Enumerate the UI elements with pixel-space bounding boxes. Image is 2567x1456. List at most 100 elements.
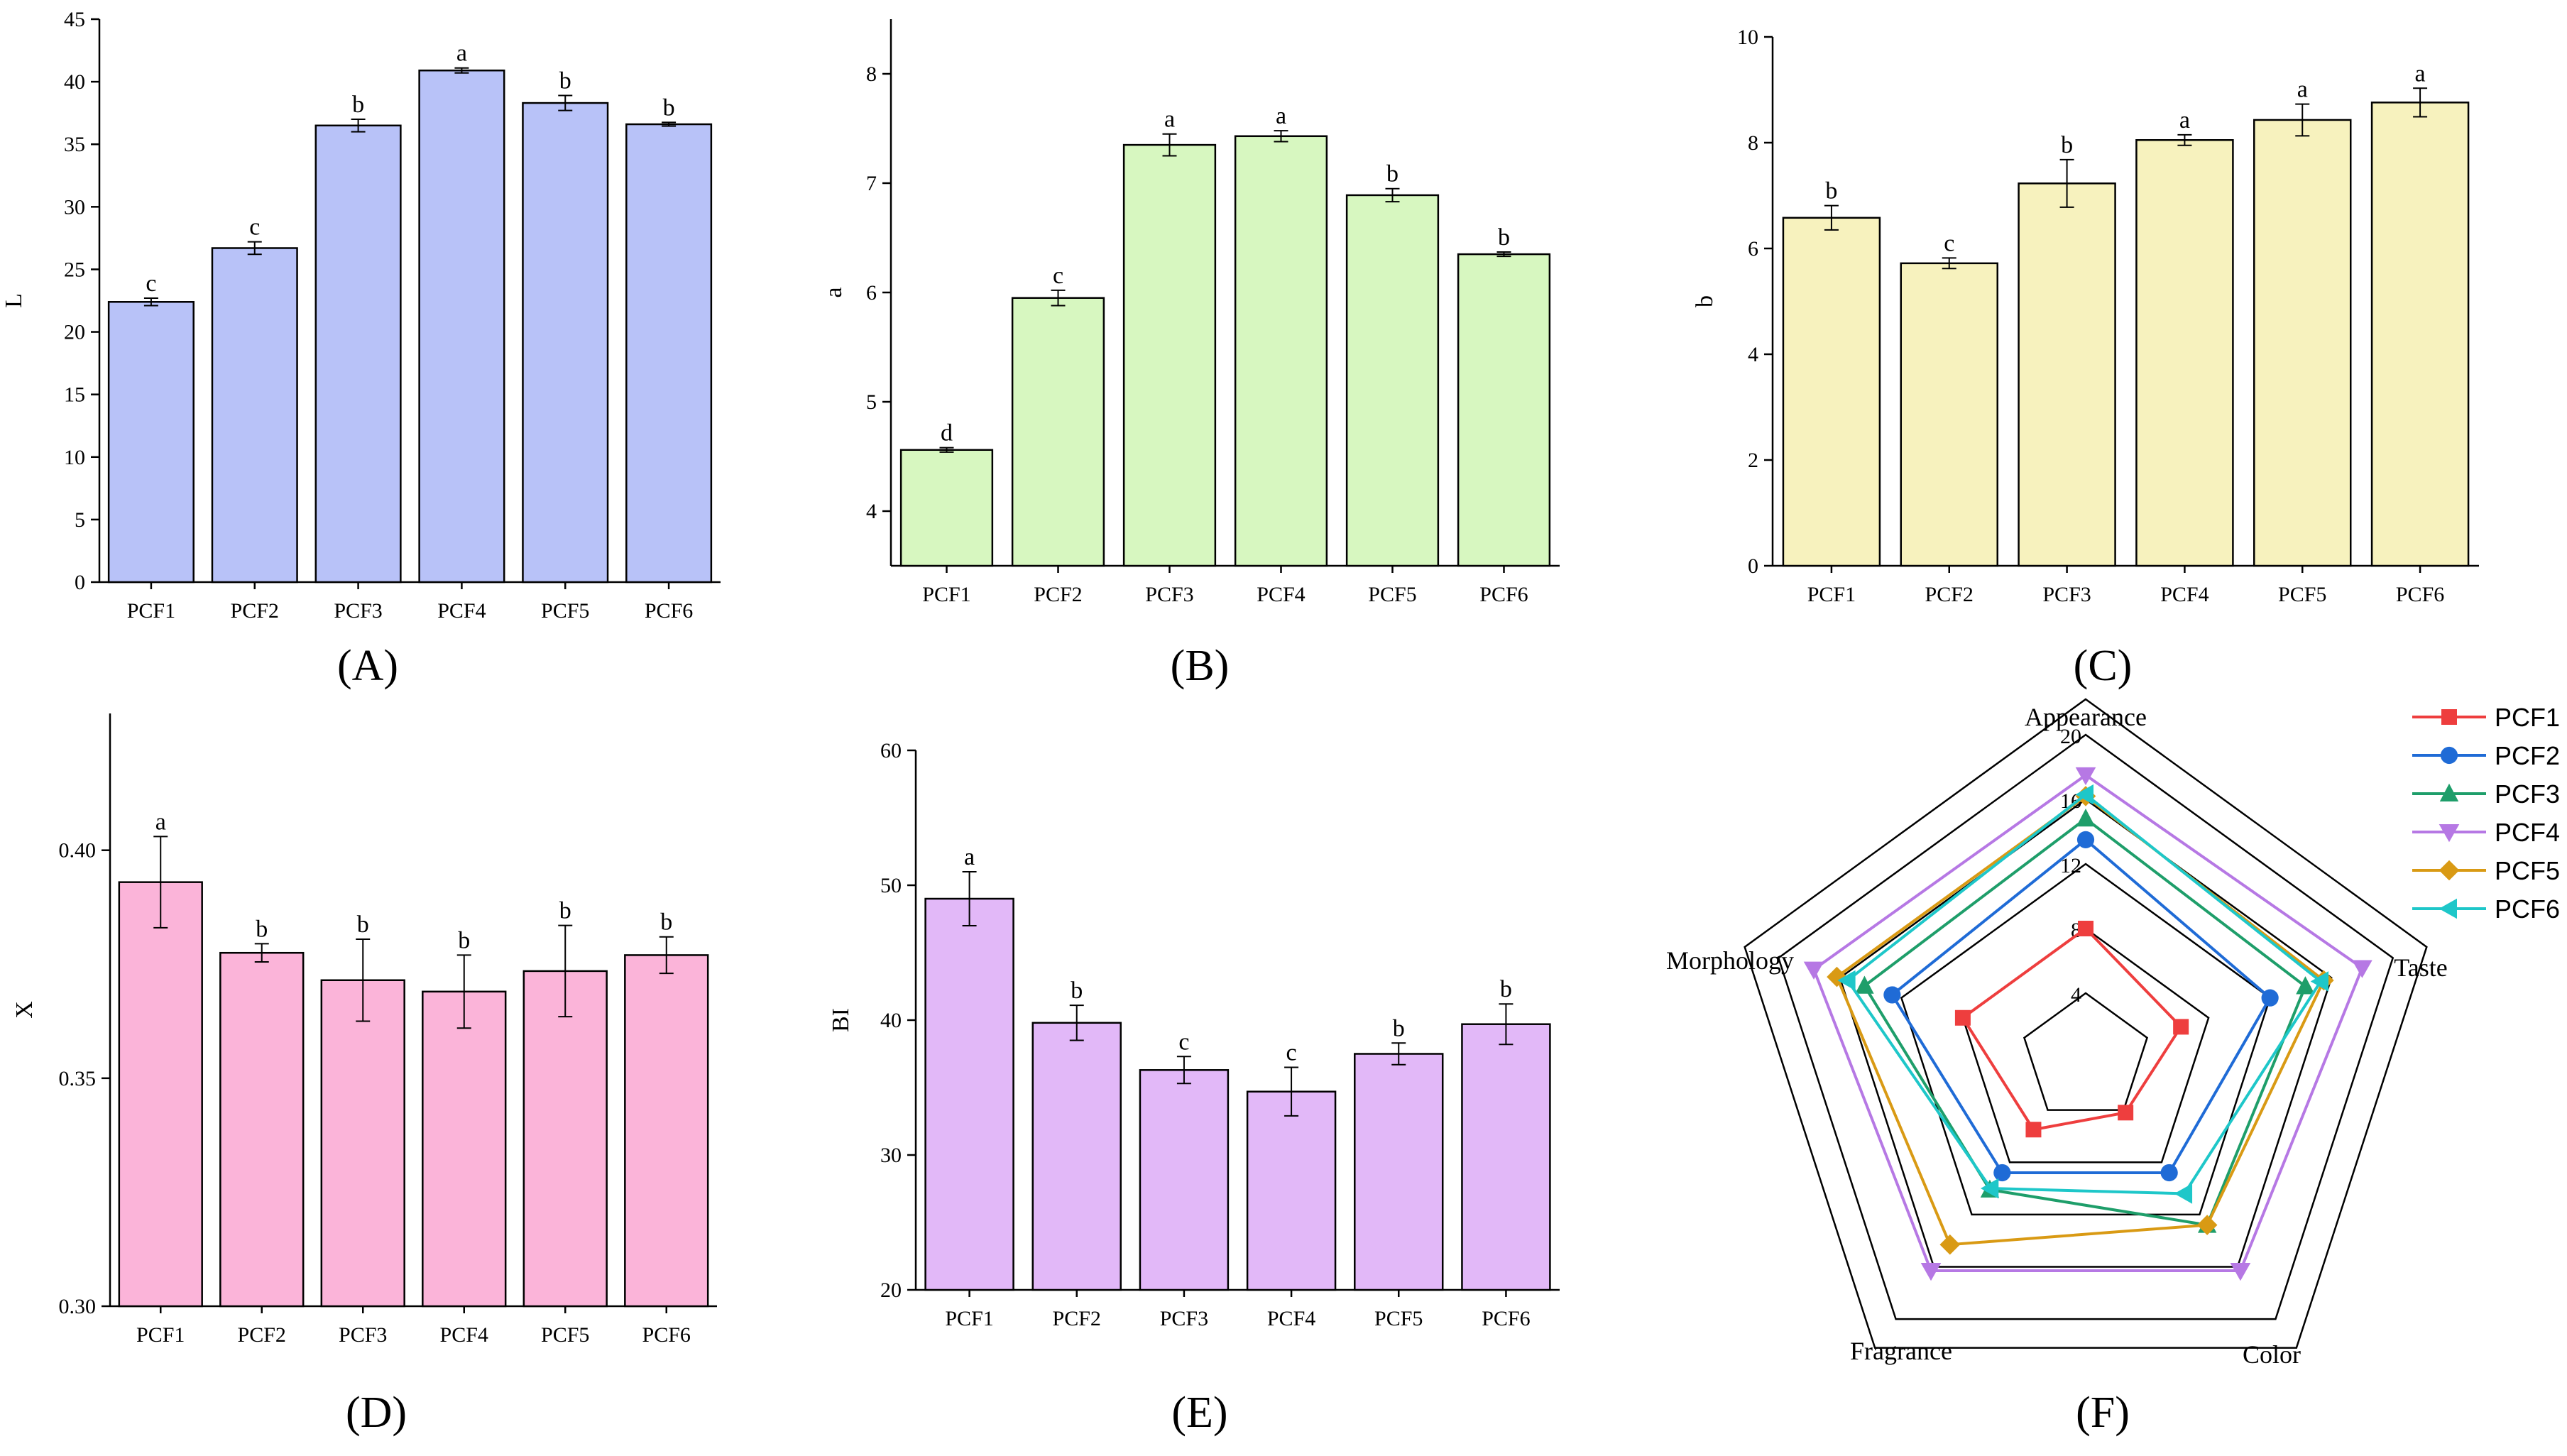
marker-triangle-up: [2076, 809, 2096, 827]
y-tick-label: 8: [866, 62, 877, 86]
legend-label: PCF5: [2495, 856, 2560, 885]
radar-ring: [1839, 798, 2333, 1268]
panel-label: (C): [2074, 642, 2133, 690]
bar: [924, 897, 1014, 1291]
panel-a: 0 5 10 15 20 25 30 35 40 45 Lc PCF1 c PCF2 b PCF3 a PCF4 b…: [1, 8, 721, 690]
bar: [1457, 253, 1551, 567]
x-tick-label: PCF3: [1160, 1307, 1208, 1330]
significance-label: b: [357, 912, 369, 938]
y-tick-label: 8: [1748, 131, 1758, 155]
marker-square: [1954, 1009, 1971, 1026]
marker-triangle-left: [2174, 1183, 2193, 1204]
legend-label: PCF4: [2495, 818, 2560, 847]
radar-series-line: [1835, 794, 2326, 1247]
y-tick-label: 50: [880, 874, 902, 897]
y-tick-label: 5: [75, 508, 85, 532]
significance-label: a: [1276, 103, 1286, 129]
radar-axis-label: Morphology: [1666, 946, 1794, 975]
bar: [1461, 1023, 1551, 1291]
significance-label: a: [1164, 106, 1175, 133]
significance-label: b: [559, 67, 571, 94]
significance-label: a: [2179, 107, 2190, 133]
radar-ring: [1961, 927, 2210, 1164]
bar: [1031, 1022, 1122, 1291]
y-tick-label: 60: [880, 739, 902, 762]
radar-series-pcf6: [1837, 784, 2329, 1204]
y-axis-label: a: [821, 287, 847, 297]
x-tick-label: PCF6: [645, 599, 693, 623]
y-tick-label: 20: [880, 1279, 902, 1302]
x-tick-label: PCF3: [2042, 583, 2091, 606]
bar: [118, 881, 203, 1308]
marker-triangle-up: [2439, 783, 2459, 801]
bar: [899, 449, 994, 567]
radar-ring: [1900, 863, 2272, 1216]
x-tick-label: PCF4: [437, 599, 486, 623]
marker-circle: [2076, 831, 2095, 848]
panel-label: (A): [337, 642, 398, 690]
x-tick-label: PCF2: [1053, 1307, 1101, 1330]
significance-label: b: [660, 909, 672, 936]
significance-label: c: [1944, 230, 1954, 256]
panel-c: 0 2 4 6 8 10 b b PCF1 c PCF2 b PCF3 a PCF4 a PCF5 a PCF6 (C…: [1692, 26, 2479, 690]
bar: [1122, 143, 1217, 567]
bar: [314, 124, 402, 584]
bar: [107, 301, 195, 584]
x-tick-label: PCF5: [1368, 583, 1416, 606]
x-tick-label: PCF4: [1267, 1307, 1315, 1330]
significance-label: a: [2297, 77, 2308, 103]
marker-circle: [2160, 1164, 2178, 1182]
y-tick-label: 35: [64, 133, 85, 156]
significance-label: b: [352, 92, 364, 118]
radar-frame: [1744, 698, 2428, 1349]
marker-triangle-left: [2310, 971, 2329, 992]
bar: [2370, 102, 2470, 567]
y-tick-label: 7: [866, 172, 877, 195]
significance-label: a: [2415, 60, 2426, 87]
marker-triangle-down: [1920, 1263, 1942, 1281]
radar-axis-label: Taste: [2394, 953, 2447, 982]
marker-triangle-left: [2439, 898, 2457, 919]
radar-axis-label: Fragrance: [1850, 1337, 1952, 1365]
marker-circle: [2261, 989, 2279, 1007]
marker-diamond: [1939, 1234, 1961, 1255]
panel-label: (F): [2076, 1389, 2130, 1437]
marker-triangle-up: [1855, 975, 1874, 994]
marker-diamond: [2196, 1215, 2218, 1235]
panel-label: (B): [1171, 642, 1230, 690]
panel-d: 0.30 0.35 0.40 Xa PCF1 b PCF2 b PCF3 b PCF4 b PCF5 b P…: [11, 713, 717, 1437]
marker-square: [2118, 1105, 2134, 1121]
significance-label: b: [2061, 132, 2073, 158]
y-tick-label: 4: [1748, 343, 1758, 366]
x-tick-label: PCF1: [127, 599, 175, 623]
radar-series-pcf2: [1883, 831, 2279, 1182]
marker-triangle-down: [2352, 960, 2372, 978]
panel-f: 48121620AppearanceTasteColorFragranceMor…: [1666, 698, 2560, 1437]
significance-label: b: [1071, 978, 1083, 1004]
x-tick-label: PCF6: [642, 1323, 691, 1347]
x-tick-label: PCF4: [440, 1323, 488, 1347]
y-tick-label: 0: [75, 571, 85, 594]
x-tick-label: PCF1: [1807, 583, 1856, 606]
marker-triangle-up: [2296, 976, 2315, 995]
y-axis-label: X: [11, 1001, 38, 1019]
radar-series-line: [1961, 926, 2183, 1132]
significance-label: b: [256, 916, 268, 942]
bar: [2018, 182, 2116, 567]
significance-label: b: [1500, 976, 1512, 1002]
marker-triangle-left: [1837, 970, 1856, 991]
marker-circle: [2440, 746, 2458, 765]
x-tick-label: PCF5: [541, 1323, 589, 1347]
bar: [219, 951, 305, 1308]
significance-label: d: [941, 420, 953, 447]
y-tick-label: 20: [64, 321, 85, 344]
bar: [625, 123, 713, 584]
significance-label: b: [1498, 224, 1510, 251]
bar: [422, 990, 507, 1308]
x-tick-label: PCF2: [238, 1323, 286, 1347]
bar: [1139, 1069, 1230, 1291]
significance-label: c: [1286, 1040, 1297, 1066]
y-tick-label: 4: [866, 500, 877, 523]
bar: [522, 970, 608, 1308]
x-tick-label: PCF6: [2396, 583, 2444, 606]
